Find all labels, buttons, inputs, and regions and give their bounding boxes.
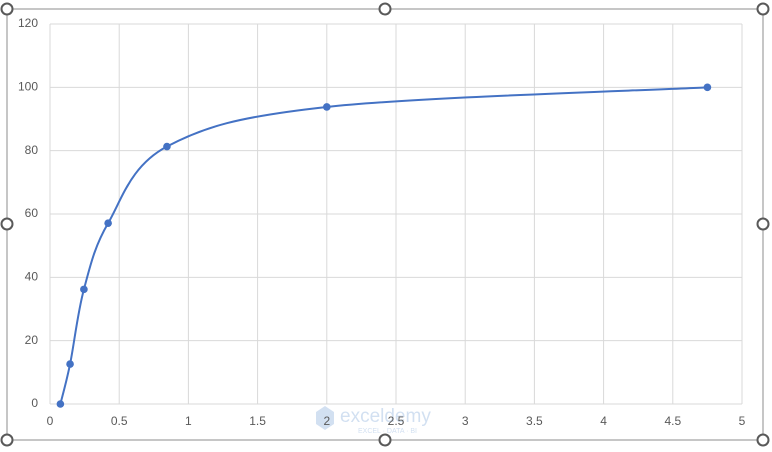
data-point: [56, 400, 65, 408]
y-tick-label: 80: [25, 143, 39, 157]
y-tick-label: 0: [31, 396, 38, 410]
x-tick-label: 5: [739, 414, 746, 428]
x-tick-label: 1: [185, 414, 192, 428]
series-line: [59, 86, 708, 405]
resize-handle[interactable]: [756, 2, 770, 16]
x-tick-label: 4: [600, 414, 607, 428]
y-tick-label: 60: [25, 206, 39, 220]
y-tick-label: 20: [25, 333, 39, 347]
watermark-logo: [316, 406, 334, 430]
watermark-tagline: EXCEL · DATA · BI: [358, 428, 417, 435]
resize-handle[interactable]: [378, 2, 392, 16]
data-point: [66, 360, 74, 368]
data-point: [163, 142, 171, 151]
x-tick-label: 0: [47, 414, 54, 428]
y-tick-label: 40: [25, 270, 39, 284]
watermark-name: exceldemy: [340, 406, 431, 427]
x-tick-label: 0.5: [111, 414, 128, 428]
x-tick-label: 1.5: [249, 414, 266, 428]
x-tick-label: 4.5: [664, 414, 681, 428]
x-tick-label: 2: [323, 414, 330, 428]
data-point: [104, 219, 112, 227]
data-point: [323, 103, 331, 111]
resize-handle[interactable]: [0, 2, 14, 16]
resize-handle[interactable]: [756, 433, 770, 447]
data-point: [703, 83, 712, 92]
resize-handle[interactable]: [378, 433, 392, 447]
watermark: exceldemy EXCEL · DATA · BI: [316, 406, 431, 435]
y-tick-label: 100: [18, 80, 38, 94]
x-tick-label: 3: [462, 414, 469, 428]
resize-handle[interactable]: [0, 217, 14, 231]
x-tick-label: 3.5: [526, 414, 543, 428]
chart-frame: [6, 8, 764, 441]
x-tick-label: 2.5: [388, 414, 405, 428]
resize-handle[interactable]: [756, 217, 770, 231]
y-tick-label: 120: [18, 16, 38, 30]
resize-handle[interactable]: [0, 433, 14, 447]
data-point: [80, 285, 88, 294]
